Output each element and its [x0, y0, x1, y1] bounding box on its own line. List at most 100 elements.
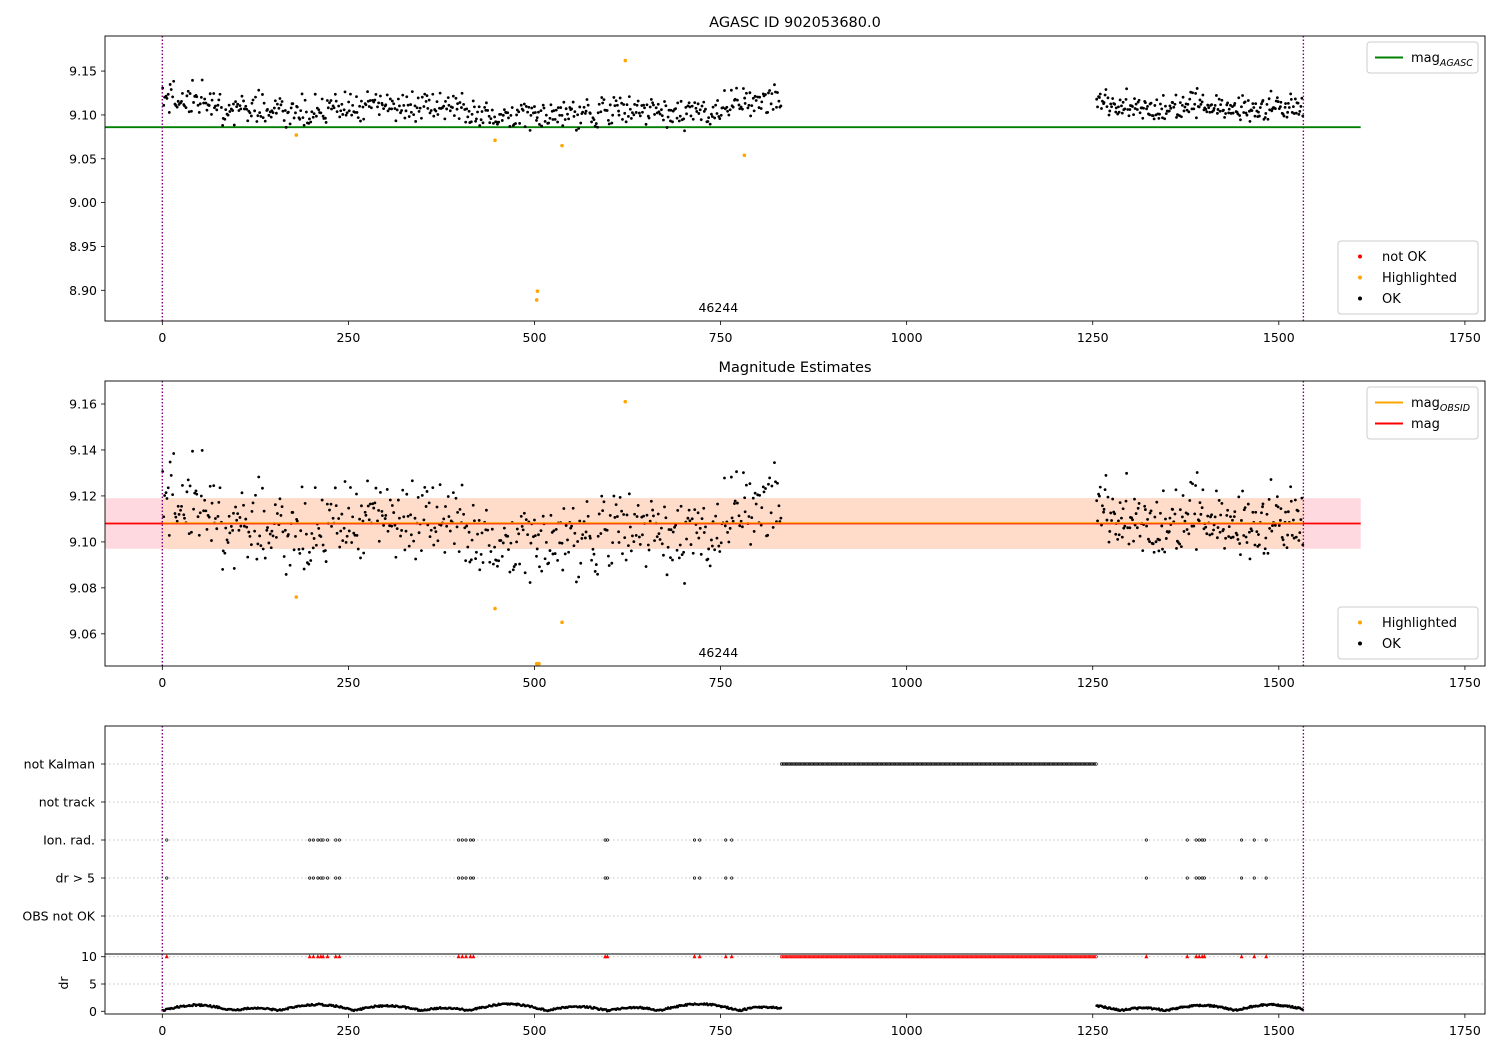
estimates-plot-frame — [104, 380, 1486, 667]
ok-point — [737, 514, 741, 518]
dr-clipped-marker — [1079, 955, 1083, 959]
ok-point — [582, 105, 586, 109]
dr-clipped-marker — [1056, 955, 1060, 959]
x-tick-label: 1750 — [1449, 1023, 1481, 1038]
ok-point — [1138, 111, 1142, 115]
ok-point — [1168, 516, 1172, 520]
not-kalman-marker — [947, 762, 951, 766]
dr-clipped-marker — [809, 955, 813, 959]
ok-point — [487, 114, 491, 118]
ok-point — [620, 509, 624, 513]
not-kalman-marker — [951, 762, 956, 766]
ok-point — [1204, 525, 1208, 529]
ok-point — [228, 110, 232, 113]
ok-point — [167, 533, 171, 537]
ok-point — [768, 476, 772, 480]
ok-point — [662, 118, 665, 122]
x-tick-label: 1000 — [891, 1023, 923, 1038]
obsid-label: 46244 — [698, 300, 738, 315]
ok-point — [268, 532, 272, 536]
ok-point — [714, 103, 718, 107]
ok-point — [373, 98, 377, 102]
ok-point — [329, 99, 333, 102]
ok-point — [212, 92, 216, 95]
ok-point — [249, 543, 253, 546]
ok-point — [1206, 103, 1210, 107]
ok-point — [623, 536, 627, 540]
ok-point — [386, 529, 390, 533]
dr-clipped-marker — [955, 955, 959, 959]
legend-label: magAGASC — [1411, 51, 1473, 69]
ok-point — [655, 535, 659, 539]
ok-point — [227, 103, 231, 107]
ok-point — [478, 568, 482, 572]
ok-point — [697, 112, 701, 115]
ok-point — [715, 112, 719, 115]
ok-point — [657, 110, 661, 114]
dr-clipped-marker — [856, 955, 861, 959]
ok-point — [1105, 105, 1109, 109]
ok-point — [518, 562, 522, 566]
ok-point — [612, 494, 616, 498]
dr-clipped-marker — [1144, 954, 1149, 959]
ok-point — [1263, 116, 1267, 119]
dr-clipped-marker — [906, 955, 910, 959]
ok-point — [652, 514, 655, 518]
ok-point — [1201, 93, 1205, 97]
ok-point — [273, 503, 277, 507]
ok-point — [646, 543, 650, 547]
dr-clipped-marker — [935, 955, 939, 959]
ok-point — [1241, 94, 1244, 97]
ok-point — [579, 121, 583, 125]
ok-point — [342, 108, 346, 112]
ok-point — [552, 109, 556, 113]
ok-point — [507, 548, 510, 552]
dr-flag-marker — [457, 876, 461, 880]
ok-point — [682, 550, 686, 554]
ok-point — [477, 105, 481, 109]
ok-point — [578, 519, 582, 523]
ok-point — [432, 543, 436, 547]
ok-point — [770, 484, 774, 488]
ok-point — [689, 543, 693, 546]
ok-point — [215, 108, 219, 112]
ok-point — [502, 526, 506, 530]
dr-clipped-marker — [956, 955, 961, 959]
ion-rad-marker — [460, 838, 464, 842]
ok-point — [362, 551, 366, 555]
ok-point — [766, 110, 770, 114]
ion-rad-marker — [1252, 838, 1256, 842]
ok-point — [556, 558, 560, 562]
ok-point — [396, 498, 400, 502]
ok-point — [1269, 478, 1273, 481]
ok-point — [203, 97, 207, 101]
ok-point — [476, 110, 479, 114]
ok-point — [1186, 512, 1190, 516]
not-kalman-marker — [853, 762, 857, 766]
not-kalman-marker — [906, 762, 910, 766]
ok-point — [1158, 538, 1161, 542]
ok-point — [699, 118, 703, 122]
ok-point — [226, 113, 230, 117]
x-tick-label: 1500 — [1263, 675, 1295, 690]
ok-point — [1113, 102, 1117, 106]
ok-point — [1107, 540, 1111, 544]
ok-point — [622, 103, 626, 106]
ok-point — [1201, 488, 1205, 492]
ok-point — [309, 559, 313, 562]
ok-point — [344, 540, 348, 544]
not-kalman-marker — [1078, 762, 1082, 766]
ok-point — [254, 493, 257, 497]
ok-point — [272, 106, 276, 110]
ok-point — [407, 544, 411, 548]
ok-point — [410, 90, 414, 94]
ok-point — [210, 539, 213, 542]
ok-point — [1195, 87, 1199, 90]
ok-point — [367, 518, 371, 522]
ok-point — [254, 95, 257, 99]
dr-clipped-marker — [1046, 955, 1051, 959]
ok-point — [162, 515, 166, 519]
not-kalman-marker — [1009, 762, 1013, 766]
ok-point — [1153, 104, 1157, 107]
ok-point — [486, 528, 490, 532]
